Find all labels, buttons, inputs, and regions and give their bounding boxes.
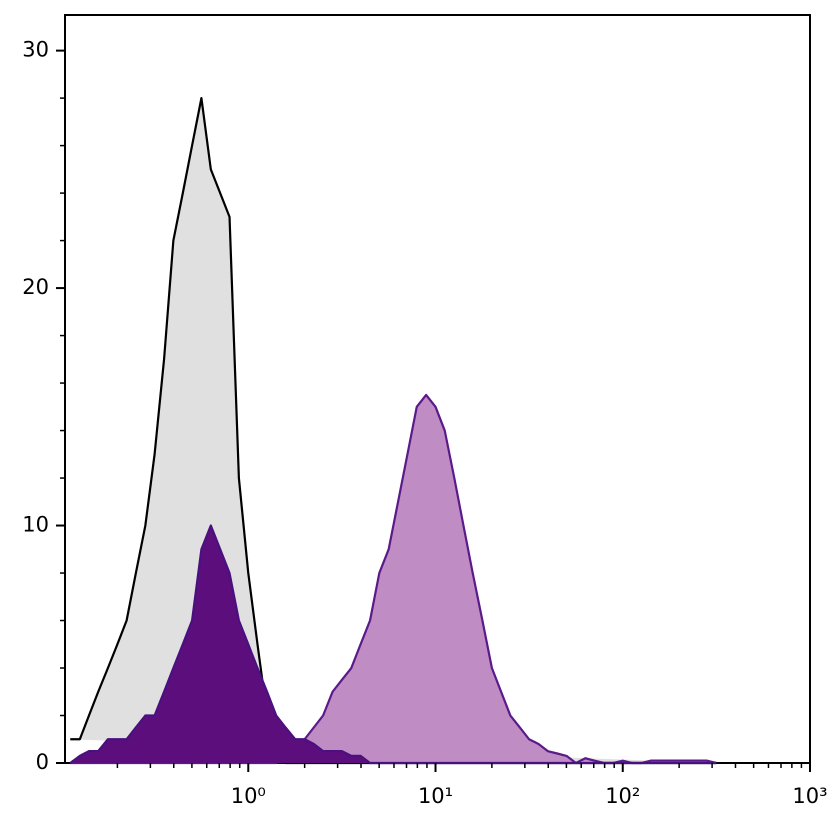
- y-tick-label: 0: [36, 750, 49, 774]
- x-tick-label: 10³: [792, 784, 827, 808]
- y-tick-label: 20: [22, 275, 49, 299]
- x-tick-label: 10¹: [418, 784, 453, 808]
- y-tick-label: 30: [22, 38, 49, 62]
- y-tick-label: 10: [22, 513, 49, 537]
- x-tick-label: 10⁰: [231, 784, 266, 808]
- x-tick-label: 10²: [605, 784, 640, 808]
